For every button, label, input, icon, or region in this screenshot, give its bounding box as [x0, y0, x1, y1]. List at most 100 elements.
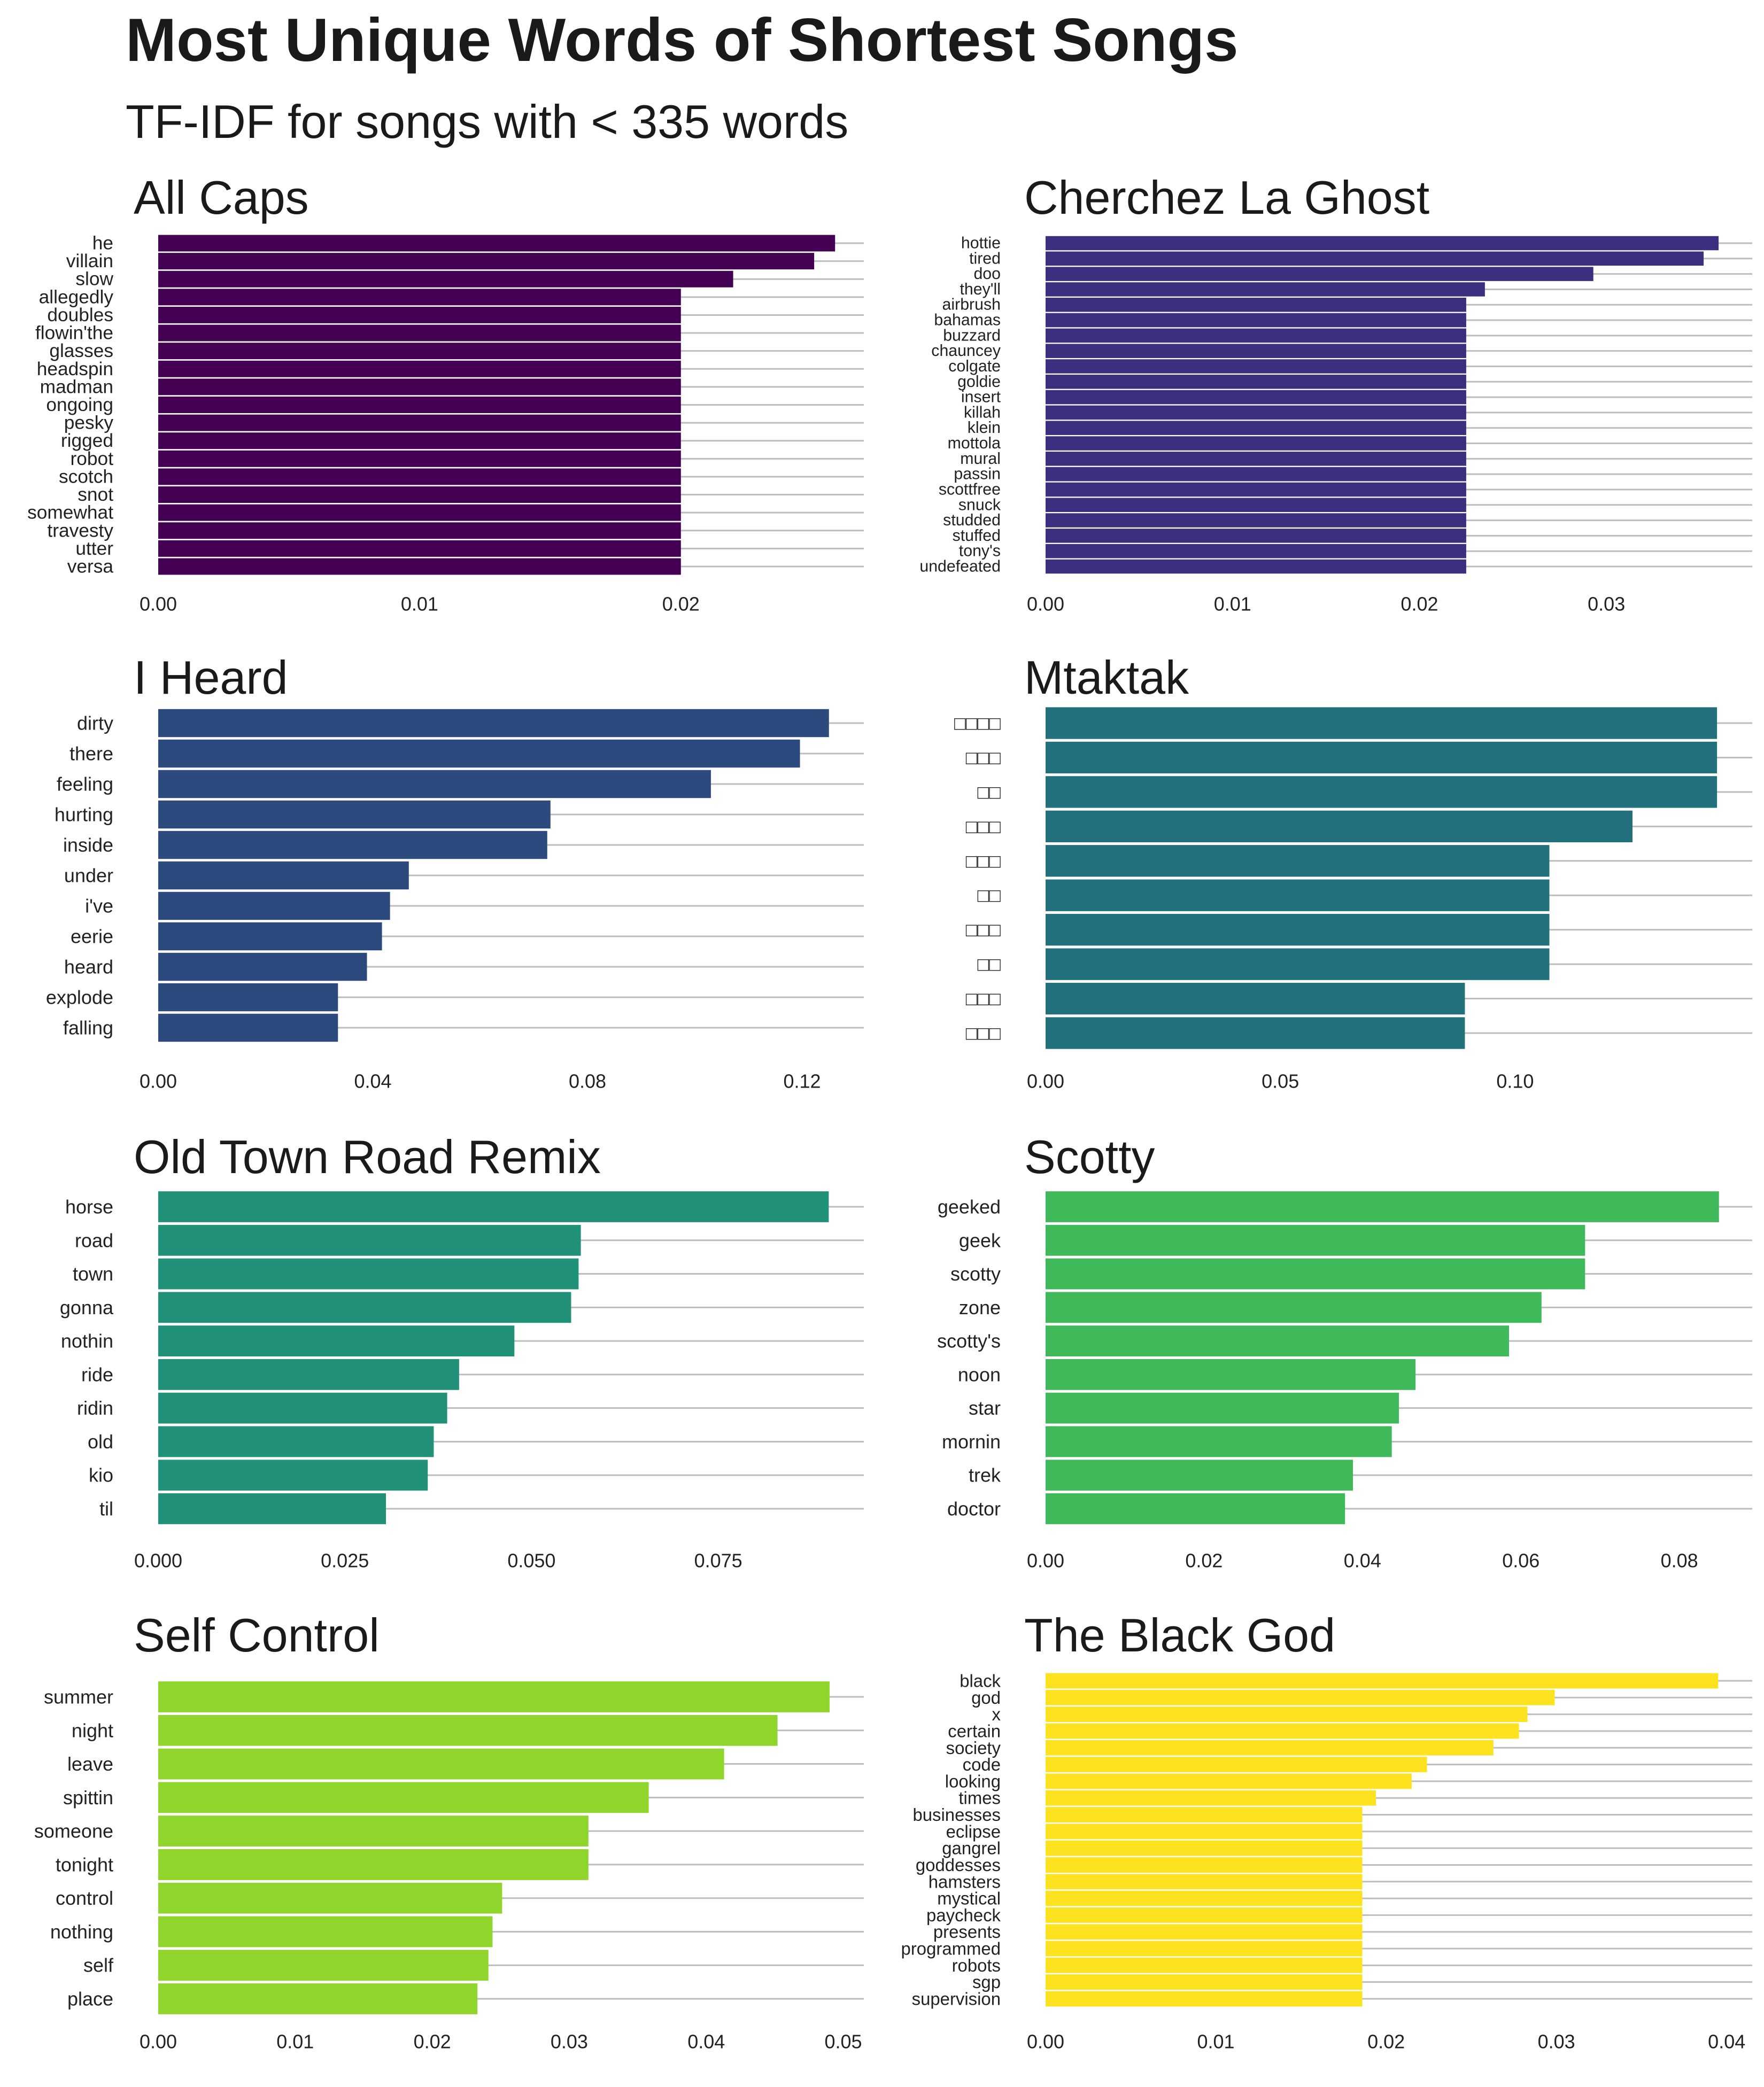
y-tick-label: explode [46, 987, 113, 1008]
y-tick-label: trek [969, 1464, 1001, 1486]
x-tick-label: 0.12 [784, 1070, 821, 1092]
y-tick-label: society [946, 1738, 1001, 1758]
bar [158, 952, 367, 981]
bar [1046, 529, 1466, 543]
bar [158, 1426, 434, 1457]
bar [1046, 879, 1550, 911]
y-tick-label: madman [40, 376, 113, 397]
bar [158, 831, 547, 859]
bar [158, 1849, 589, 1880]
facet-title: I Heard [134, 651, 288, 704]
bar [1046, 1292, 1542, 1323]
facet-title: All Caps [134, 171, 309, 224]
facet-title: Mtaktak [1024, 651, 1189, 704]
facet-panel-i-heard: I Heard dirty there feeling hurting inside un… [0, 648, 882, 1129]
y-tick-label: paycheck [926, 1905, 1001, 1925]
bar [1046, 390, 1466, 405]
y-tick-label: sgp [972, 1972, 1001, 1992]
bar [1046, 982, 1465, 1015]
bar [1046, 421, 1466, 435]
bar [1046, 1941, 1363, 1957]
facet-plot: dirty there feeling hurting inside under i've e… [46, 709, 864, 1092]
x-tick-label: 0.01 [1197, 2031, 1235, 2053]
facet-plot: geeked geek scotty zone scotty's noon star morn… [937, 1191, 1752, 1572]
y-tick-label: code [963, 1755, 1001, 1774]
y-tick-label: robot [71, 448, 114, 469]
bar [1046, 436, 1466, 451]
y-tick-label: control [56, 1887, 113, 1909]
y-tick-label: under [64, 865, 113, 887]
y-tick-label: glasses [49, 340, 113, 361]
y-tick-label: ongoing [46, 394, 113, 415]
x-tick-label: 0.03 [1538, 2031, 1575, 2053]
y-tick-label: □□□ [966, 919, 1001, 941]
facet-title: Cherchez La Ghost [1024, 171, 1430, 224]
bar [1046, 1258, 1585, 1290]
bar [158, 324, 681, 342]
y-tick-label: inside [63, 834, 113, 856]
chart-subtitle: TF-IDF for songs with < 335 words [126, 95, 849, 148]
y-tick-label: travesty [47, 520, 113, 541]
y-tick-label: mornin [942, 1431, 1001, 1453]
facet-panel-old-town-road-remix: Old Town Road Remix horse road town gonna no… [0, 1128, 882, 1609]
y-tick-label: someone [34, 1820, 113, 1842]
y-tick-label: □□□ [966, 816, 1001, 837]
facet-plot: □□□□□□□□□□□□□□□□□□□□□□□□□□□□0.00 0.05 0.10 [954, 707, 1752, 1092]
y-tick-label: goldie [957, 373, 1001, 391]
bar [1046, 741, 1717, 774]
facet-plot: horse road town gonna nothin ride ridin old kio t… [60, 1191, 864, 1572]
y-tick-label: hamsters [929, 1872, 1001, 1891]
bar [158, 739, 800, 768]
bar [1046, 344, 1466, 358]
y-tick-label: ridin [77, 1397, 113, 1419]
bar [1046, 267, 1593, 281]
bar [1046, 1857, 1363, 1873]
bar [158, 360, 681, 377]
bar [1046, 1426, 1392, 1457]
bar [1046, 1790, 1376, 1806]
x-tick-label: 0.025 [321, 1550, 369, 1572]
bar [1046, 1017, 1465, 1049]
bar [158, 1013, 338, 1042]
y-tick-label: they'll [960, 281, 1001, 298]
bar [1046, 1807, 1363, 1822]
bar [158, 414, 681, 431]
y-tick-label: mottola [948, 435, 1001, 452]
bar [158, 289, 681, 306]
y-tick-label: star [969, 1397, 1001, 1419]
x-tick-label: 0.02 [662, 593, 700, 615]
bar [158, 1292, 571, 1323]
y-tick-label: presents [933, 1922, 1001, 1942]
y-tick-label: □□□ [966, 1022, 1001, 1044]
y-tick-label: bahamas [934, 312, 1001, 329]
bar [1046, 375, 1466, 389]
y-tick-label: doctor [947, 1498, 1001, 1520]
x-tick-label: 0.03 [1588, 593, 1625, 615]
facet-title: Self Control [134, 1609, 380, 1662]
facet-panel-the-black-god: The Black God black god x certain society cod… [882, 1606, 1764, 2087]
y-tick-label: headspin [37, 359, 113, 379]
x-tick-label: 0.04 [1708, 2031, 1745, 2053]
bar [1046, 1907, 1363, 1923]
bar [1046, 467, 1466, 482]
bar [158, 922, 382, 951]
y-tick-label: □□ [978, 885, 1001, 906]
bar [1046, 1773, 1412, 1789]
y-tick-label: gonna [60, 1297, 114, 1318]
y-tick-label: horse [65, 1196, 113, 1218]
bar [1046, 948, 1550, 980]
y-tick-label: snuck [958, 496, 1001, 514]
x-tick-label: 0.04 [1344, 1550, 1381, 1572]
bar [158, 1714, 778, 1746]
bar [1046, 328, 1466, 343]
bar [158, 468, 681, 485]
bar [1046, 1924, 1363, 1940]
y-tick-label: doo [973, 265, 1001, 283]
y-tick-label: mural [960, 450, 1001, 468]
bar [158, 1224, 581, 1256]
y-tick-label: feeling [57, 773, 113, 795]
y-tick-label: colgate [948, 358, 1001, 375]
bar [1046, 559, 1466, 574]
x-tick-label: 0.01 [1214, 593, 1251, 615]
x-tick-label: 0.04 [687, 2031, 725, 2053]
